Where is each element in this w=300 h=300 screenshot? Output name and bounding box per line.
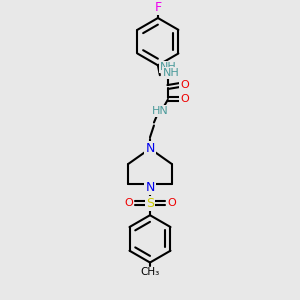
Text: HN: HN (152, 106, 168, 116)
Text: F: F (154, 1, 161, 13)
Text: N: N (145, 181, 155, 194)
Text: CH₃: CH₃ (140, 267, 160, 278)
Text: NH: NH (160, 62, 177, 72)
Text: N: N (145, 142, 155, 155)
Text: O: O (180, 80, 189, 90)
Text: O: O (167, 198, 176, 208)
Text: S: S (146, 197, 154, 210)
Text: NH: NH (163, 68, 180, 78)
Text: O: O (180, 94, 189, 104)
Text: O: O (124, 198, 133, 208)
